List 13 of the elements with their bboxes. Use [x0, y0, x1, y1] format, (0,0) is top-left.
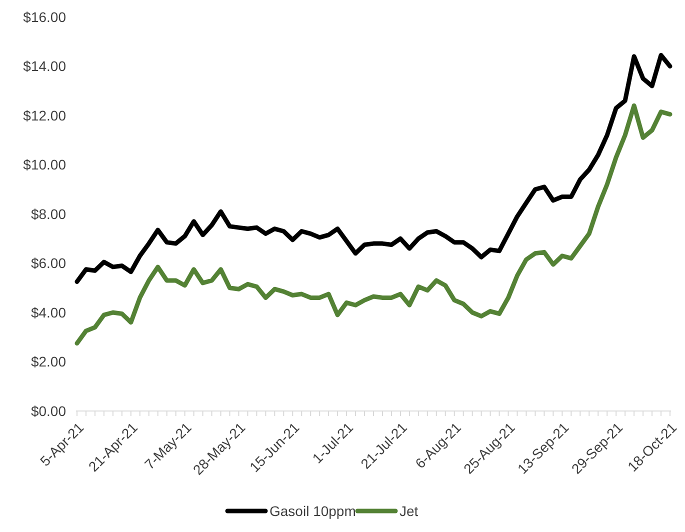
line-series — [74, 52, 672, 284]
y-tick-label: $4.00 — [30, 304, 66, 320]
y-tick-label: $0.00 — [30, 402, 66, 419]
y-tick-label: $16.00 — [23, 8, 66, 25]
y-tick-label: $6.00 — [30, 255, 66, 272]
y-tick-label: $2.00 — [30, 354, 66, 370]
legend-label: Jet — [400, 503, 418, 519]
y-tick-label: $14.00 — [23, 58, 66, 74]
line-series — [74, 103, 672, 346]
y-tick-label: $10.00 — [23, 156, 66, 173]
y-tick-label: $12.00 — [23, 107, 66, 124]
legend-label: Gasoil 10ppm — [270, 503, 356, 519]
y-tick-label: $8.00 — [30, 206, 66, 222]
